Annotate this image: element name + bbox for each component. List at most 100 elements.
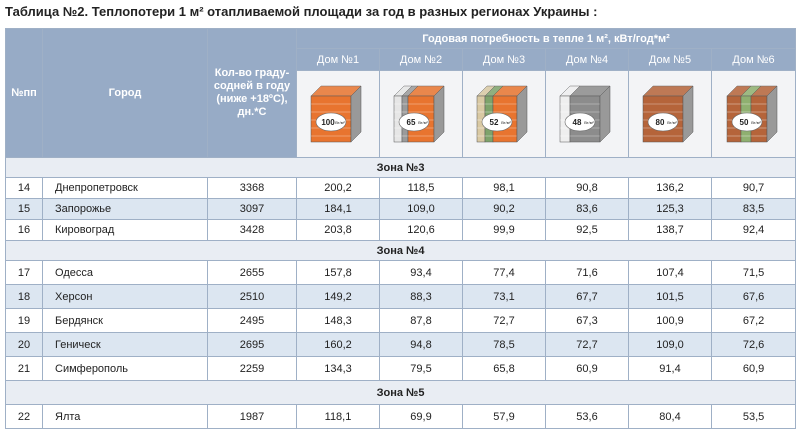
value-cell: 184,1: [296, 198, 380, 220]
value-cell: 21: [5, 356, 43, 381]
city-cell: Бердянск: [42, 308, 208, 333]
value-cell: 83,5: [710, 198, 797, 220]
data-row: 22 Ялта 1987 118,1 69,9 57,9 53,6 80,4 53,5: [5, 404, 797, 429]
value-cell: 53,5: [710, 404, 797, 429]
value-cell: 148,3: [296, 308, 380, 333]
data-row: 18 Херсон 2510 149,2 88,3 73,1 67,7 101,5 67,6: [5, 284, 797, 309]
wall-side: [433, 84, 445, 143]
header-degree-days: Кол-во граду- содней в году (ниже +18ºС)…: [207, 28, 297, 158]
wall-icon: 48 Вт/м²: [559, 84, 611, 143]
value-cell: 120,6: [379, 219, 463, 241]
city-cell: Запорожье: [42, 198, 208, 220]
icon-value: 52: [490, 118, 499, 127]
data-row: 14 Днепропетровск 3368 200,2 118,5 98,1 90,8 13…: [5, 177, 797, 199]
data-row: 21 Симферополь 2259 134,3 79,5 65,8 60,9 91,4 60…: [5, 356, 797, 381]
value-cell: 72,7: [462, 308, 546, 333]
city-cell: Ялта: [42, 404, 208, 429]
value-cell: 90,2: [462, 198, 546, 220]
icon-unit: Вт/м²: [584, 120, 594, 125]
icon-unit: Вт/м²: [418, 120, 428, 125]
house-name: Дом №1: [296, 48, 380, 71]
value-cell: 77,4: [462, 260, 546, 285]
wall-side: [350, 84, 362, 143]
icon-value: 65: [407, 118, 416, 127]
zone-row: Зона №3: [4, 157, 797, 178]
house-name: Дом №3: [462, 48, 546, 71]
zone-label: Зона №4: [4, 240, 797, 261]
icon-badge: [564, 112, 596, 131]
value-cell: 157,8: [296, 260, 380, 285]
data-row: 20 Геническ 2695 160,2 94,8 78,5 72,7 109,0 72,6: [5, 332, 797, 357]
house-icon-cell: 65 Вт/м²: [379, 70, 463, 158]
icon-badge: [315, 112, 347, 131]
house-name: Дом №2: [379, 48, 463, 71]
wall-icon: 50 Вт/м²: [725, 84, 778, 143]
icon-value: 50: [739, 118, 748, 127]
icon-unit: Вт/м²: [335, 120, 345, 125]
city-cell: Херсон: [42, 284, 208, 309]
value-cell: 203,8: [296, 219, 380, 241]
house-icon-cell: 52 Вт/м²: [462, 70, 546, 158]
value-cell: 109,0: [379, 198, 463, 220]
value-cell: 101,5: [628, 284, 712, 309]
value-cell: 92,5: [545, 219, 629, 241]
house-name: Дом №6: [710, 48, 797, 71]
zone-label: Зона №3: [4, 157, 797, 178]
value-cell: 149,2: [296, 284, 380, 309]
zone-row: Зона №4: [4, 240, 797, 261]
data-row: 16 Кировоград 3428 203,8 120,6 99,9 92,5 138,7 9…: [5, 219, 797, 241]
table-title: Таблица №2. Теплопотери 1 м² отапливаемо…: [5, 4, 598, 19]
zone-row: Зона №5: [4, 380, 797, 405]
value-cell: 67,2: [710, 308, 797, 333]
value-cell: 73,1: [462, 284, 546, 309]
value-cell: 138,7: [628, 219, 712, 241]
house-icon-cell: 48 Вт/м²: [545, 70, 629, 158]
value-cell: 134,3: [296, 356, 380, 381]
city-cell: Днепропетровск: [42, 177, 208, 199]
wall-side: [599, 84, 611, 143]
data-row: 19 Бердянск 2495 148,3 87,8 72,7 67,3 100,9 67,2: [5, 308, 797, 333]
value-cell: 98,1: [462, 177, 546, 199]
city-cell: Геническ: [42, 332, 208, 357]
value-cell: 67,7: [545, 284, 629, 309]
header-num: №пп: [5, 28, 43, 158]
value-cell: 160,2: [296, 332, 380, 357]
header-demand: Годовая потребность в тепле 1 м², кВт/го…: [295, 28, 797, 49]
value-cell: 72,6: [710, 332, 797, 357]
icon-badge: [647, 112, 679, 131]
value-cell: 20: [5, 332, 43, 357]
value-cell: 67,3: [545, 308, 629, 333]
value-cell: 67,6: [710, 284, 797, 309]
value-cell: 53,6: [545, 404, 629, 429]
value-cell: 92,4: [710, 219, 797, 241]
value-cell: 87,8: [379, 308, 463, 333]
value-cell: 3368: [207, 177, 297, 199]
value-cell: 200,2: [296, 177, 380, 199]
house-name: Дом №5: [628, 48, 712, 71]
wall-icon: 52 Вт/м²: [476, 84, 528, 143]
city-cell: Симферополь: [42, 356, 208, 381]
city-cell: Одесса: [42, 260, 208, 285]
icon-badge: [731, 112, 762, 131]
value-cell: 94,8: [379, 332, 463, 357]
value-cell: 88,3: [379, 284, 463, 309]
value-cell: 22: [5, 404, 43, 429]
value-cell: 3097: [207, 198, 297, 220]
value-cell: 93,4: [379, 260, 463, 285]
heat-loss-table: №пп Город Кол-во граду- содней в году (н…: [4, 28, 797, 429]
header-city: Город: [42, 28, 208, 158]
value-cell: 1987: [207, 404, 297, 429]
value-cell: 100,9: [628, 308, 712, 333]
value-cell: 72,7: [545, 332, 629, 357]
value-cell: 125,3: [628, 198, 712, 220]
wall-icon: 65 Вт/м²: [393, 84, 445, 143]
data-row: 17 Одесса 2655 157,8 93,4 77,4 71,6 107,4 71,5: [5, 260, 797, 285]
value-cell: 2259: [207, 356, 297, 381]
wall-icon: 100 Вт/м²: [310, 84, 362, 143]
value-cell: 2510: [207, 284, 297, 309]
zone-label: Зона №5: [4, 380, 797, 405]
value-cell: 83,6: [545, 198, 629, 220]
icon-unit: Вт/м²: [501, 120, 511, 125]
value-cell: 15: [5, 198, 43, 220]
